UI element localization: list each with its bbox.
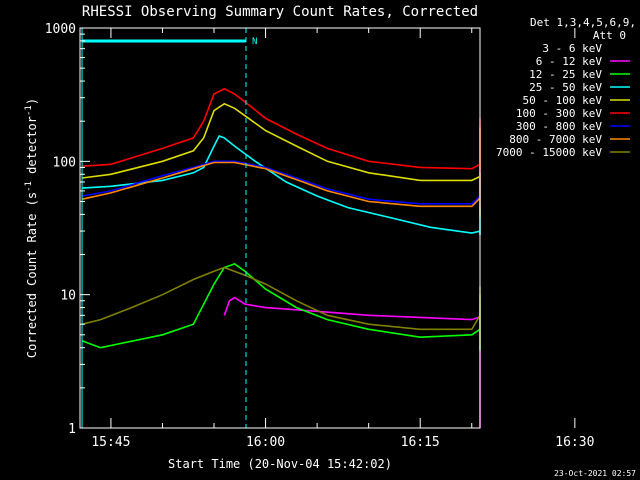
legend-label-0: 3 - 6 keV: [542, 42, 602, 55]
legend-label-2: 12 - 25 keV: [529, 68, 602, 81]
x-tick-label-0: 15:45: [91, 435, 130, 450]
y-axis-label-start: Corrected Count Rate (s: [25, 192, 39, 358]
x-tick-label-1: 16:00: [246, 435, 285, 450]
legend-label-6: 300 - 800 keV: [516, 120, 602, 133]
y-axis: 1 10 100 1000: [45, 22, 90, 437]
x-axis-label: Start Time (20-Nov-04 15:42:02): [168, 457, 392, 471]
legend-label-5: 100 - 300 keV: [516, 107, 602, 120]
x-tick-label-3: 16:30: [555, 435, 594, 450]
x-tick-label-2: 16:15: [401, 435, 440, 450]
annotation-layer: N: [81, 28, 257, 428]
legend-label-8: 7000 - 15000 keV: [496, 146, 602, 159]
y-tick-label-0: 1: [68, 422, 76, 437]
legend-label-3: 25 - 50 keV: [529, 81, 602, 94]
y-tick-label-1: 10: [60, 289, 76, 304]
legend-label-7: 800 - 7000 keV: [509, 133, 602, 146]
y-tick-label-2: 100: [53, 155, 76, 170]
marker-n-label: N: [252, 37, 257, 47]
y-axis-label-sup1: -1: [24, 181, 34, 192]
chart-title: RHESSI Observing Summary Count Rates, Co…: [82, 4, 478, 20]
plot-frame: [79, 27, 481, 429]
y-axis-label-mid: detector: [25, 116, 39, 181]
y-axis-label-end: ): [25, 98, 39, 105]
y-axis-label: Corrected Count Rate (s-1 detector-1): [24, 98, 39, 358]
y-tick-label-3: 1000: [45, 22, 76, 37]
legend-label-4: 50 - 100 keV: [523, 94, 603, 107]
legend-label-1: 6 - 12 keV: [536, 55, 603, 68]
footer-date: 23-Oct-2021 02:57: [554, 469, 636, 478]
legend-header-line1: Det 1,3,4,5,6,9,: [530, 16, 636, 29]
y-axis-label-sup2: -1: [24, 105, 34, 116]
legend-header-line2: Att 0: [593, 29, 626, 42]
